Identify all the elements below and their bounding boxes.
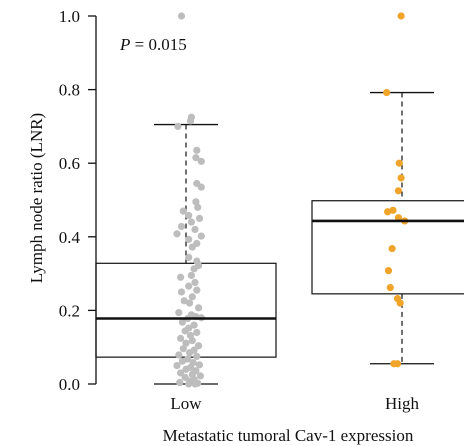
data-point [197, 157, 205, 165]
data-point [396, 299, 404, 307]
data-point [389, 206, 397, 214]
y-tick-label: 0.8 [59, 81, 80, 100]
data-point [394, 214, 402, 222]
data-point [186, 117, 195, 125]
data-point [384, 267, 393, 275]
plot-area [95, 12, 464, 388]
data-point [194, 203, 202, 211]
data-point [193, 328, 201, 337]
data-point [397, 174, 405, 182]
data-point [394, 187, 402, 195]
p-value-annotation: P = 0.015 [119, 35, 187, 54]
data-point [195, 304, 203, 312]
data-point [177, 369, 185, 377]
data-point [190, 321, 198, 329]
data-point [173, 230, 181, 238]
y-tick-label: 0.4 [59, 228, 81, 247]
data-point [383, 88, 391, 97]
data-point [188, 243, 196, 251]
data-point [186, 299, 194, 307]
data-point [177, 273, 185, 281]
data-point [191, 380, 199, 388]
data-point [190, 265, 198, 273]
data-point [397, 12, 405, 20]
data-point [193, 146, 201, 154]
data-point [179, 207, 187, 215]
data-point [175, 309, 183, 317]
data-point [197, 232, 205, 240]
data-point [188, 293, 196, 301]
data-point [184, 355, 192, 363]
data-point [192, 154, 200, 162]
data-point [181, 327, 189, 335]
data-point [178, 357, 186, 365]
y-axis: 0.0 0.2 0.4 0.6 0.8 1.0 [59, 7, 97, 394]
x-axis-label: Metastatic tumoral Cav-1 expression [163, 426, 414, 445]
data-point [395, 159, 403, 167]
data-point [179, 345, 187, 353]
data-point [393, 360, 402, 368]
data-point [177, 334, 185, 342]
data-point [185, 211, 193, 220]
data-point [177, 222, 186, 231]
data-point [197, 183, 205, 191]
data-point [174, 122, 182, 130]
data-point [191, 278, 199, 287]
data-point [178, 318, 186, 326]
data-point [186, 349, 194, 357]
data-point [195, 214, 204, 222]
x-axis: Low High [170, 394, 419, 413]
data-point [193, 286, 201, 294]
data-point [191, 225, 199, 234]
y-tick-label: 0.0 [59, 375, 80, 394]
data-point [173, 362, 181, 370]
y-tick-label: 0.6 [59, 154, 80, 173]
y-tick-label: 0.2 [59, 301, 80, 320]
data-point [175, 351, 183, 359]
data-point [384, 208, 392, 216]
data-point [188, 336, 196, 345]
data-point [177, 288, 186, 296]
data-point [182, 365, 190, 373]
data-point [176, 378, 184, 387]
x-tick-label: Low [170, 394, 202, 413]
y-tick-label: 1.0 [59, 7, 80, 26]
y-axis-label: Lymph node ratio (LNR) [27, 113, 46, 283]
data-point [185, 253, 193, 262]
data-point [185, 380, 193, 388]
data-point [185, 235, 193, 243]
group-low [95, 12, 277, 388]
data-point [388, 244, 396, 253]
data-point [196, 372, 204, 380]
data-point [187, 218, 195, 226]
box-iqr [311, 200, 464, 295]
data-point [187, 271, 195, 280]
data-point [192, 198, 200, 206]
data-point [177, 12, 186, 20]
x-tick-label: High [385, 394, 420, 413]
data-point [195, 361, 204, 369]
data-point [182, 339, 190, 347]
data-point [193, 352, 201, 360]
group-high [311, 12, 464, 368]
data-point [180, 297, 188, 305]
data-point [195, 342, 203, 350]
data-point [185, 282, 193, 290]
data-point [386, 283, 394, 292]
